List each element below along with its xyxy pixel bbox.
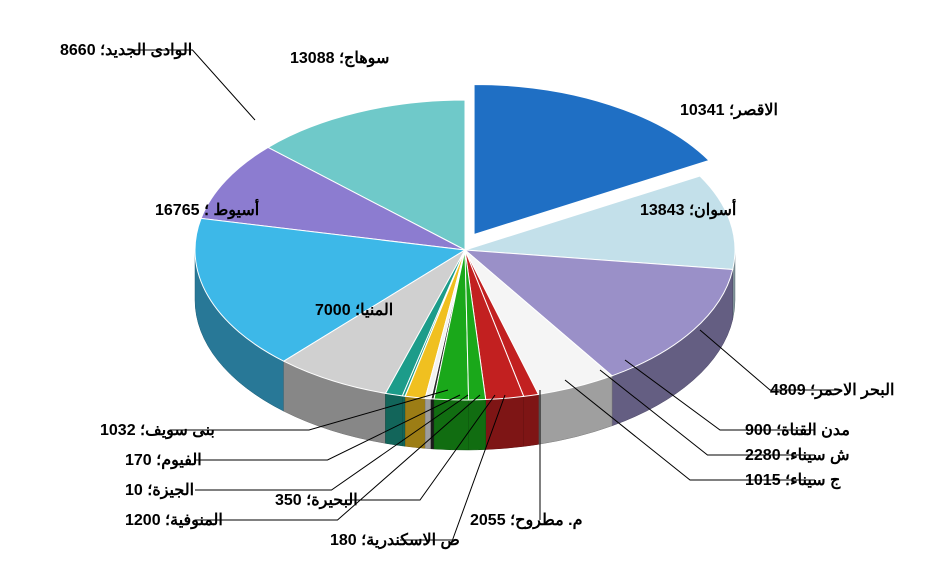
lbl-luxor: الاقصر؛ 10341: [680, 100, 778, 120]
lbl-qena: قنا؛ 16893: [440, 28, 511, 48]
lbl-bsuef: بنى سويف؛ 1032: [100, 420, 215, 440]
lbl-beheira: البحيرة؛ 350: [275, 490, 358, 510]
lbl-fayoum: الفيوم؛ 170: [125, 450, 202, 470]
lbl-wadi: الوادى الجديد؛ 8660: [60, 40, 192, 60]
lbl-assiut: أسيوط ؛ 16765: [155, 200, 259, 220]
lbl-redsea: البحر الاحمر؛ 4809: [770, 380, 894, 400]
lbl-matruh: م. مطروح؛ 2055: [470, 510, 583, 530]
pie-chart-3d: قنا؛ 16893 الاقصر؛ 10341 أسوان؛ 13843 البحر…: [0, 0, 930, 573]
lbl-ssinai: ش سيناء؛ 2280: [745, 445, 850, 465]
lbl-canal: مدن القناة؛ 900: [745, 420, 850, 440]
lbl-alex: ص الاسكندرية؛ 180: [330, 530, 460, 550]
lbl-aswan: أسوان؛ 13843: [640, 200, 736, 220]
lbl-nsinai: ج سيناء؛ 1015: [745, 470, 840, 490]
lbl-sohag: سوهاج؛ 13088: [290, 48, 389, 68]
lbl-minya: المنيا؛ 7000: [315, 300, 393, 320]
lbl-giza: الجيزة؛ 10: [125, 480, 194, 500]
lbl-monufia: المنوفية؛ 1200: [125, 510, 223, 530]
